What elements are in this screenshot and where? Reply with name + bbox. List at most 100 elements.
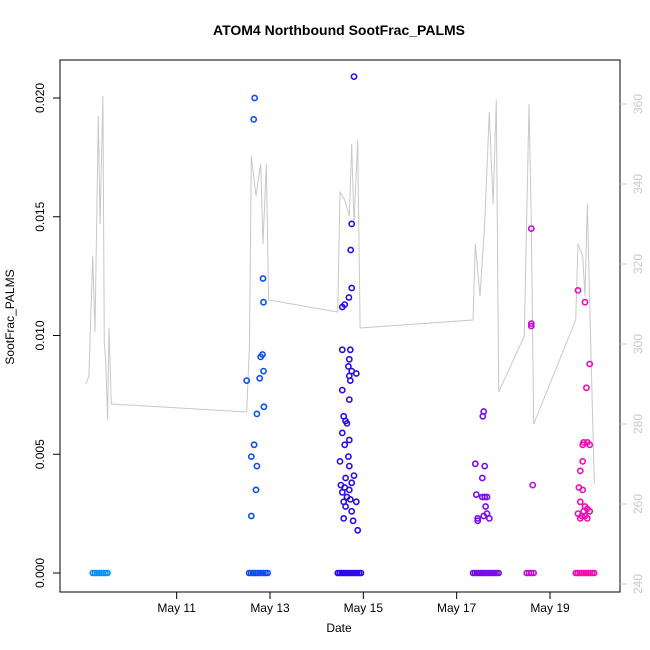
data-point (352, 498, 360, 506)
data-point (472, 491, 480, 498)
data-point (583, 515, 591, 522)
data-point (338, 488, 346, 496)
data-point (479, 412, 487, 420)
data-point (348, 284, 356, 292)
data-point (350, 472, 358, 479)
data-point (579, 457, 587, 465)
data-point (346, 346, 354, 354)
data-point (260, 403, 268, 411)
data-point (338, 386, 346, 394)
data-point (348, 479, 356, 487)
data-point (481, 462, 489, 470)
data-point (247, 453, 255, 460)
data-point (527, 225, 535, 232)
data-point (529, 481, 537, 489)
data-point (474, 515, 482, 522)
data-point (481, 493, 489, 501)
data-point (250, 116, 258, 123)
data-point (346, 495, 354, 503)
x-tick-label: May 13 (250, 601, 290, 615)
altitude-trace-line (85, 95, 595, 485)
data-point (338, 346, 346, 354)
y2-tick-label: 260 (631, 494, 645, 514)
zero-point (590, 569, 598, 577)
data-point (345, 355, 353, 363)
data-point (527, 322, 535, 330)
data-point (345, 486, 353, 494)
data-point (576, 498, 584, 506)
y-tick-label: 0.020 (33, 83, 47, 113)
data-point (576, 515, 584, 522)
data-point (483, 493, 491, 501)
data-point (576, 467, 584, 475)
y-tick-label: 0.005 (33, 439, 47, 469)
data-point (341, 301, 349, 308)
x-axis-label: Date (326, 621, 352, 635)
data-point (527, 320, 535, 327)
x-tick-label: May 17 (437, 601, 477, 615)
data-point (340, 412, 348, 420)
data-point (344, 453, 352, 460)
x-tick-label: May 15 (344, 601, 384, 615)
data-point (259, 351, 266, 358)
data-point (260, 298, 267, 306)
y2-tick-label: 360 (631, 94, 645, 114)
data-point (347, 246, 355, 254)
data-point (340, 515, 348, 522)
data-point (338, 429, 346, 437)
data-point (243, 377, 251, 384)
data-point (579, 441, 587, 449)
data-point (480, 512, 488, 520)
zero-point (527, 569, 535, 577)
y2-tick-label: 340 (631, 174, 645, 194)
data-point (586, 507, 594, 515)
data-point (485, 515, 493, 522)
data-point (345, 294, 353, 301)
zero-point (495, 569, 503, 577)
data-point (341, 441, 349, 449)
y2-tick-label: 280 (631, 414, 645, 434)
data-point (247, 512, 255, 520)
data-point (253, 410, 261, 418)
data-point (251, 94, 258, 102)
zero-point (264, 569, 272, 577)
y-tick-label: 0.015 (33, 201, 47, 231)
x-tick-label: May 19 (530, 601, 570, 615)
data-point (471, 460, 479, 468)
y2-tick-label: 300 (631, 334, 645, 354)
data-point (482, 503, 489, 510)
data-point (342, 474, 349, 482)
data-point (478, 474, 486, 482)
data-point (345, 436, 353, 444)
data-point (345, 396, 353, 403)
plot-frame (59, 59, 621, 593)
data-point (579, 486, 587, 494)
x-tick-label: May 11 (157, 601, 196, 615)
data-point (354, 526, 362, 534)
data-point (345, 462, 353, 470)
data-point (348, 507, 356, 515)
data-point (586, 360, 594, 368)
data-point (586, 441, 594, 449)
data-point (583, 384, 590, 392)
y-tick-label: 0.000 (33, 558, 47, 588)
data-point (256, 374, 264, 382)
zero-point (357, 569, 365, 577)
y2-tick-label: 320 (631, 254, 645, 274)
y-tick-label: 0.010 (33, 320, 47, 350)
data-point (252, 486, 260, 494)
data-point (250, 441, 258, 449)
chart-title: ATOM4 Northbound SootFrac_PALMS (213, 22, 465, 38)
y-axis-label: SootFrac_PALMS (3, 269, 17, 364)
data-point (352, 370, 360, 377)
data-point (343, 419, 351, 427)
y2-tick-label: 240 (631, 574, 645, 594)
data-point (348, 220, 356, 228)
data-point (260, 367, 267, 375)
data-point (336, 457, 344, 465)
data-point (342, 503, 349, 510)
zero-point (104, 569, 111, 577)
data-point (259, 275, 267, 282)
